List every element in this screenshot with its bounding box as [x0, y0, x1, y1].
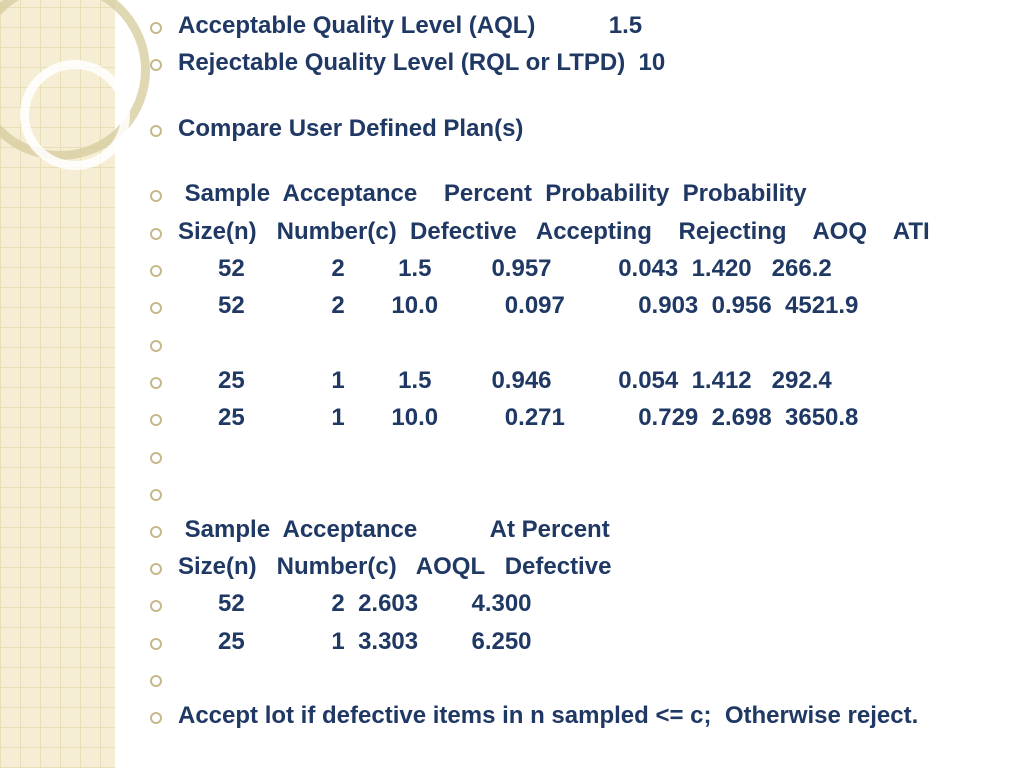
text: Size(n) Number(c) Defective Accepting Re…	[178, 218, 930, 245]
text: Compare User Defined Plan(s)	[178, 115, 523, 142]
table2-row: 52 2 2.603 4.300	[150, 588, 994, 620]
text: Rejectable Quality Level (RQL or LTPD) 1…	[178, 49, 665, 76]
text: Sample Acceptance At Percent	[178, 516, 610, 543]
table1-row: 25 1 1.5 0.946 0.054 1.412 292.4	[150, 365, 994, 397]
spacer	[150, 85, 994, 113]
text: Sample Acceptance Percent Probability Pr…	[178, 180, 807, 207]
text: Size(n) Number(c) AOQL Defective	[178, 553, 611, 580]
line-compare: Compare User Defined Plan(s)	[150, 113, 994, 145]
text: 25 1 3.303 6.250	[178, 628, 532, 655]
empty-bullet	[150, 328, 994, 360]
empty-bullet	[150, 440, 994, 472]
bullet-list: Compare User Defined Plan(s)	[150, 113, 994, 145]
empty-bullet	[150, 477, 994, 509]
bullet-list: Sample Acceptance Percent Probability Pr…	[150, 178, 994, 732]
table1-row: 52 2 10.0 0.097 0.903 0.956 4521.9	[150, 290, 994, 322]
table1-header-1: Sample Acceptance Percent Probability Pr…	[150, 178, 994, 210]
text: Accept lot if defective items in n sampl…	[178, 702, 918, 729]
text: 52 2 2.603 4.300	[178, 590, 532, 617]
bullet-list: Acceptable Quality Level (AQL) 1.5 Rejec…	[150, 10, 994, 80]
table1-row: 52 2 1.5 0.957 0.043 1.420 266.2	[150, 253, 994, 285]
table1-row: 25 1 10.0 0.271 0.729 2.698 3650.8	[150, 402, 994, 434]
empty-bullet	[150, 663, 994, 695]
table2-header-1: Sample Acceptance At Percent	[150, 514, 994, 546]
text: 52 2 10.0 0.097 0.903 0.956 4521.9	[178, 292, 858, 319]
text: 25 1 10.0 0.271 0.729 2.698 3650.8	[178, 404, 858, 431]
text: 52 2 1.5 0.957 0.043 1.420 266.2	[178, 255, 832, 282]
slide-content: Acceptable Quality Level (AQL) 1.5 Rejec…	[150, 10, 994, 737]
line-accept-rule: Accept lot if defective items in n sampl…	[150, 700, 994, 732]
text: Acceptable Quality Level (AQL) 1.5	[178, 12, 642, 39]
decorative-ring-inner	[20, 60, 130, 170]
text: 25 1 1.5 0.946 0.054 1.412 292.4	[178, 367, 832, 394]
spacer	[150, 150, 994, 178]
line-aql: Acceptable Quality Level (AQL) 1.5	[150, 10, 994, 42]
table1-header-2: Size(n) Number(c) Defective Accepting Re…	[150, 216, 994, 248]
line-rql: Rejectable Quality Level (RQL or LTPD) 1…	[150, 47, 994, 79]
table2-header-2: Size(n) Number(c) AOQL Defective	[150, 551, 994, 583]
table2-row: 25 1 3.303 6.250	[150, 626, 994, 658]
